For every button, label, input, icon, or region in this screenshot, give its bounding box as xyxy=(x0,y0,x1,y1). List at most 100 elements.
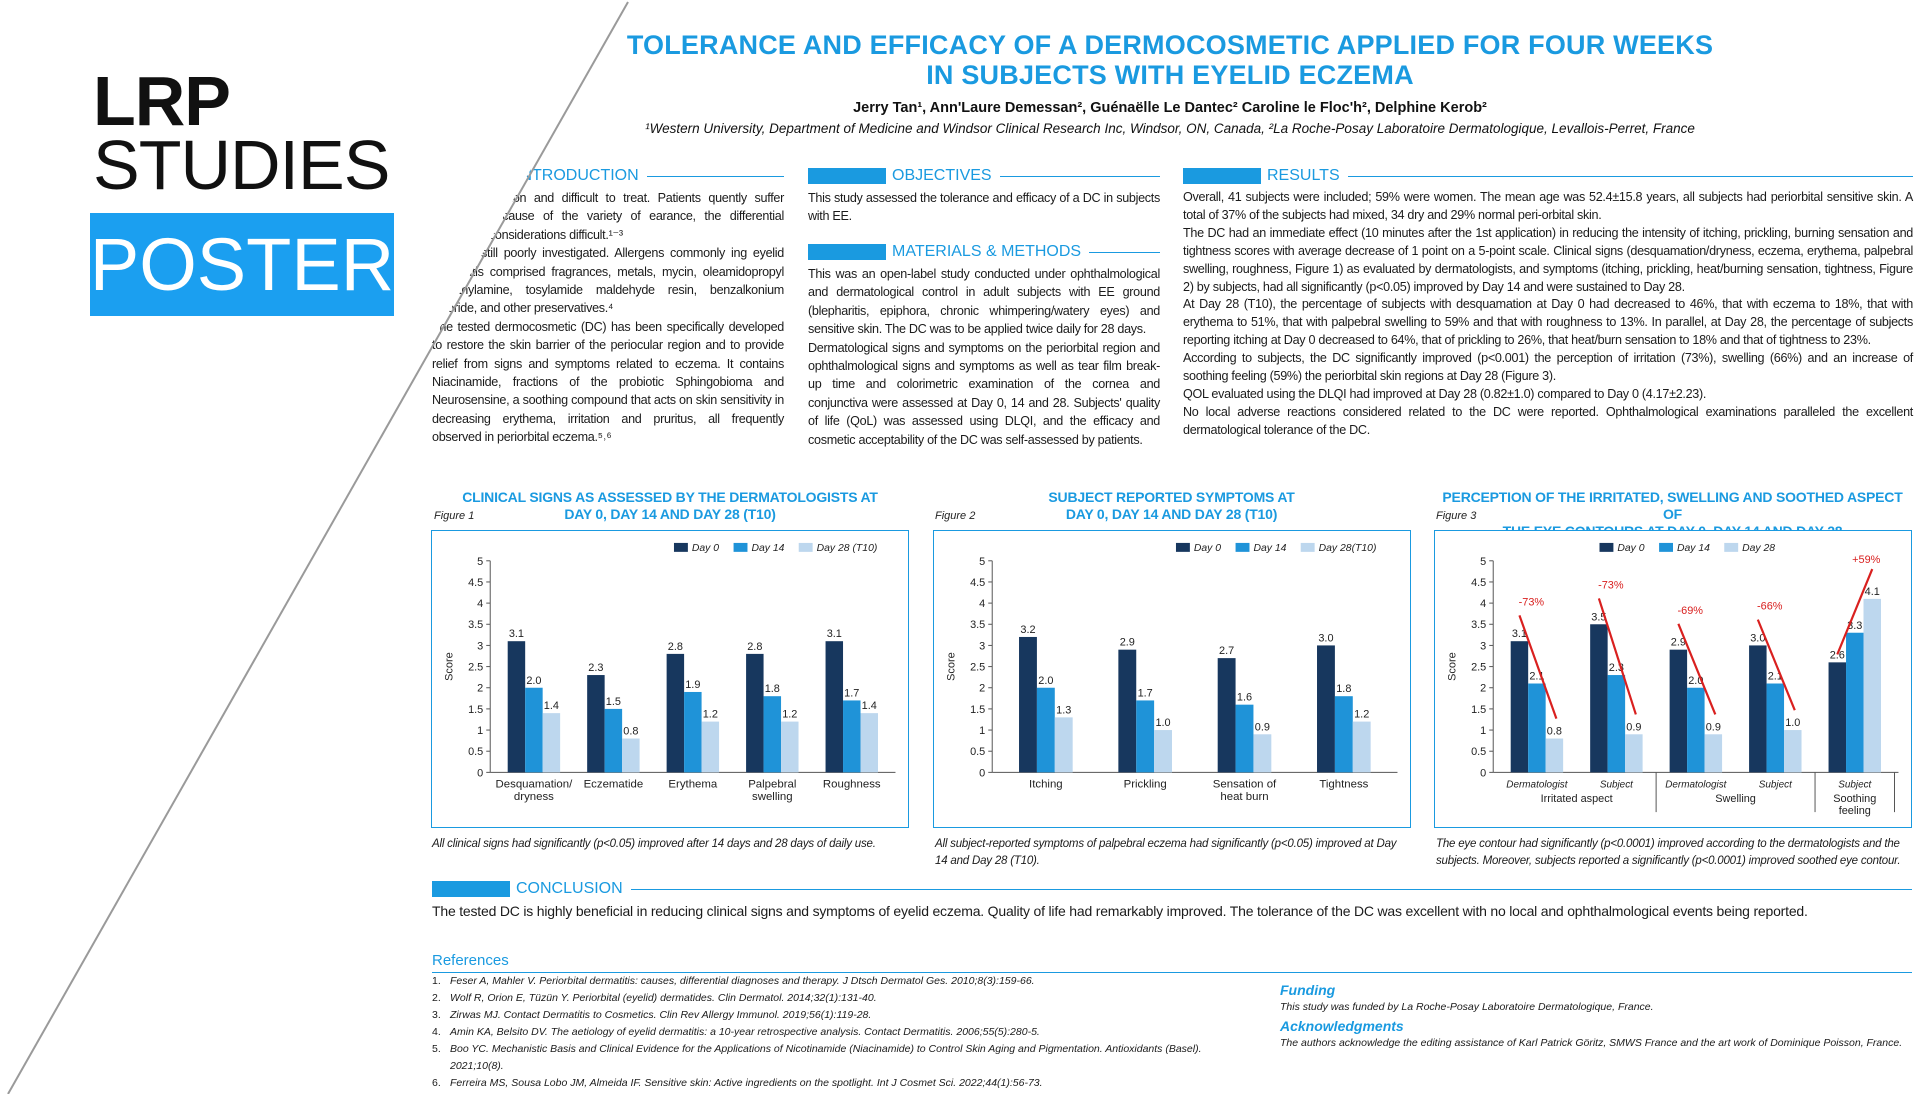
bar-value-label: 1.7 xyxy=(844,687,859,699)
legend-label: Day 0 xyxy=(1194,543,1221,554)
category-label: Subject xyxy=(1838,779,1872,790)
bar xyxy=(1235,704,1254,773)
chart-1-svg: 0 0.5 1 1.5 2 2.5 3 3.5 4 4.5 5 Score Day 0 Day 14 Day… xyxy=(945,542,1398,803)
figure-1-title: CLINICAL SIGNS AS ASSESSED BY THE DERMAT… xyxy=(462,489,878,522)
y-tick-label: 2 xyxy=(477,683,483,695)
acknowledgments-text: The authors acknowledge the editing assi… xyxy=(1280,1037,1903,1049)
lrp-studies-logo: LRP STUDIES xyxy=(93,66,390,200)
legend-label: Day 0 xyxy=(1617,543,1644,554)
figure-2-caption: All subject-reported symptoms of palpebr… xyxy=(935,838,1397,867)
reference-item: 5. Boo YC. Mechanistic Basis and Clinical… xyxy=(432,1043,1202,1072)
bar-value-label: 2.9 xyxy=(1120,637,1135,649)
results-heading: RESULTS xyxy=(1183,167,1913,185)
change-percent-label: -69% xyxy=(1678,605,1704,617)
bar xyxy=(1704,734,1723,773)
legend-label: Day 28(T10) xyxy=(1319,543,1377,554)
reference-item: 4. Amin KA, Belsito DV. The aetiology of … xyxy=(432,1026,1040,1038)
y-axis-label: Score xyxy=(1446,652,1458,681)
bar xyxy=(1766,683,1785,773)
legend-swatch xyxy=(1235,542,1250,552)
y-tick-label: 5 xyxy=(477,556,483,568)
bar xyxy=(587,675,605,773)
y-tick-label: 1 xyxy=(979,725,985,737)
figure-2-label: Figure 2 xyxy=(935,510,976,522)
bar xyxy=(763,696,782,773)
bar-value-label: 2.8 xyxy=(668,641,683,653)
y-tick-label: 1.5 xyxy=(468,704,483,716)
bar-value-label: 3.0 xyxy=(1750,632,1765,644)
bar xyxy=(1510,641,1529,773)
legend-item: Day 14 xyxy=(1659,543,1710,554)
legend-swatch xyxy=(1175,542,1190,552)
bar-value-label: 1.2 xyxy=(703,709,718,721)
results-text: Overall, 41 subjects were included; 59% … xyxy=(1183,190,1913,437)
bar xyxy=(604,708,623,773)
change-percent-label: +59% xyxy=(1852,554,1881,566)
bar xyxy=(1036,687,1055,773)
legend-swatch xyxy=(1599,542,1614,552)
y-tick-label: 0.5 xyxy=(468,746,483,758)
group-label: feeling xyxy=(1839,805,1871,817)
bar xyxy=(843,700,861,773)
bar xyxy=(746,653,764,773)
y-tick-label: 5 xyxy=(979,556,985,568)
category-label: Eczematide xyxy=(584,778,644,790)
category-label: Dermatologist xyxy=(1506,779,1568,790)
legend-swatch xyxy=(1300,542,1315,552)
legend-label: Day 28 xyxy=(1742,543,1775,554)
introduction-heading: INTRODUCTION xyxy=(432,167,784,185)
chart-0-svg: 0 0.5 1 1.5 2 2.5 3 3.5 4 4.5 5 Score Day 0 Day 14 Day… xyxy=(443,542,896,803)
bar xyxy=(1154,730,1172,773)
y-tick-label: 1.5 xyxy=(1471,704,1486,716)
change-arrow xyxy=(1836,568,1874,655)
bar-value-label: 1.8 xyxy=(1336,683,1351,695)
y-tick-label: 4 xyxy=(477,598,483,610)
bar xyxy=(622,738,640,773)
change-arrow xyxy=(1756,619,1796,711)
bar-value-label: 1.5 xyxy=(606,696,621,708)
bar xyxy=(1669,649,1688,773)
category-label: heat burn xyxy=(1220,791,1268,803)
bar-value-label: 1.8 xyxy=(765,683,780,695)
references-heading: References xyxy=(432,952,509,969)
methods-heading: MATERIALS & METHODS xyxy=(808,243,1160,261)
y-tick-label: 0 xyxy=(979,767,985,779)
poster-badge: POSTER xyxy=(90,213,394,316)
figure-3-caption: The eye contour had significantly (p<0.0… xyxy=(1436,838,1901,867)
bar xyxy=(1317,645,1335,773)
category-label: Subject xyxy=(1600,779,1634,790)
bar xyxy=(1217,658,1236,773)
legend-label: Day 28 (T10) xyxy=(817,543,878,554)
acknowledgments-heading: Acknowledgments xyxy=(1280,1018,1404,1034)
category-label: Prickling xyxy=(1124,778,1167,790)
bar xyxy=(781,721,799,773)
chart-2-svg: 0 0.5 1 1.5 2 2.5 3 3.5 4 4.5 5 Score Day 0 Day 14 Day… xyxy=(1446,542,1899,817)
poster-title: TOLERANCE AND EFFICACY OF A DERMOCOSMETI… xyxy=(560,30,1780,90)
legend-swatch xyxy=(733,542,748,552)
figure-1-chart: 0 0.5 1 1.5 2 2.5 3 3.5 4 4.5 5 Score Day 0 Day 14 Day… xyxy=(431,530,909,828)
bar xyxy=(1846,632,1864,773)
references-list: 1. Feser A, Mahler V. Periorbital dermati… xyxy=(432,973,1252,1092)
legend-label: Day 14 xyxy=(751,543,784,554)
change-percent-label: -66% xyxy=(1757,601,1783,613)
category-label: Erythema xyxy=(668,778,717,790)
bar-value-label: 2.0 xyxy=(1038,675,1053,687)
bar xyxy=(507,641,526,773)
category-label: dryness xyxy=(514,791,554,803)
bar xyxy=(1784,730,1802,773)
y-tick-label: 1 xyxy=(1480,725,1486,737)
bar xyxy=(1625,734,1643,773)
legend-label: Day 14 xyxy=(1677,543,1710,554)
y-tick-label: 4 xyxy=(1480,598,1486,610)
bar-value-label: 3.1 xyxy=(509,628,524,640)
bar xyxy=(1019,636,1037,773)
change-percent-label: -73% xyxy=(1519,596,1545,608)
category-label: swelling xyxy=(752,791,793,803)
bar-value-label: 1.0 xyxy=(1155,717,1170,729)
category-label: Sensation of xyxy=(1213,778,1277,790)
bar xyxy=(1334,696,1353,773)
category-label: Itching xyxy=(1029,778,1063,790)
y-tick-label: 2.5 xyxy=(468,662,483,674)
introduction-text: (EE) is common and difficult to treat. P… xyxy=(432,191,784,445)
y-tick-label: 4.5 xyxy=(970,577,985,589)
